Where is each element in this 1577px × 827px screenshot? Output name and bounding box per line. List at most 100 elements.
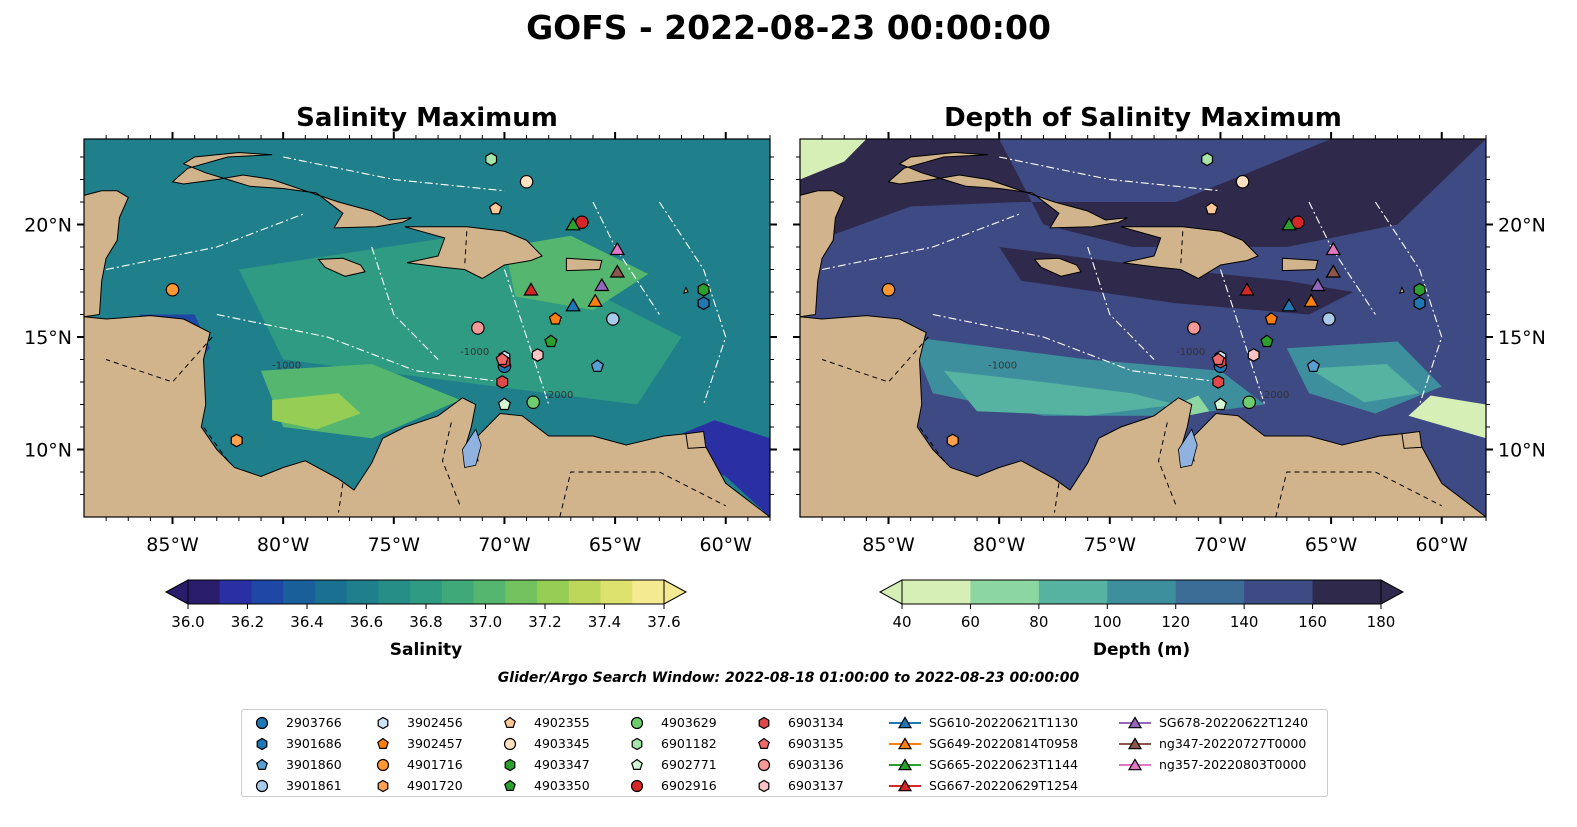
eez-boundary <box>821 212 1022 271</box>
land <box>682 286 689 294</box>
eez-boundary <box>105 212 306 271</box>
legend-label: 4903345 <box>534 736 590 751</box>
observation-marker <box>697 282 710 297</box>
observation-marker <box>606 312 620 326</box>
depth-colorbar: 40 60 80 100 120 140 160 180 <box>878 579 1405 631</box>
colorbar-tick-label: 80 <box>1029 613 1048 631</box>
colorbar-segment <box>537 580 570 604</box>
contour-label: -1000 <box>272 361 301 372</box>
search-window-text: Glider/Argo Search Window: 2022-08-18 01… <box>497 670 1080 686</box>
colorbar-segment <box>410 580 443 604</box>
observation-marker <box>165 282 180 297</box>
lat-tick-label: 10°N <box>1498 440 1546 462</box>
lon-tick-label: 60°W <box>1416 534 1469 556</box>
observation-marker <box>1235 174 1250 189</box>
depth-map-panel: -1000 -2000 -1000 85°W 80°W 75°W 70°W 65°W 60°W 2… <box>793 132 1546 556</box>
lon-tick-label: 70°W <box>1194 534 1247 556</box>
lon-tick-label: 70°W <box>478 534 531 556</box>
observation-marker <box>1325 241 1342 256</box>
colorbar-tick-label: 100 <box>1093 613 1122 631</box>
colorbar-segment <box>902 580 971 604</box>
field-region <box>800 139 1486 247</box>
country-border <box>203 426 229 462</box>
legend-label: 6903137 <box>788 778 844 793</box>
colorbar-tick-label: 60 <box>961 613 980 631</box>
legend-marker-circle-icon <box>376 758 390 772</box>
colorbar-segment <box>970 580 1040 604</box>
lake-maracaibo <box>461 428 482 468</box>
observation-marker <box>1413 282 1426 297</box>
colorbar-tick-label: 180 <box>1367 613 1396 631</box>
colorbar-segment <box>505 580 538 604</box>
lon-tick-label: 85°W <box>146 534 199 556</box>
lon-tick-label: 60°W <box>700 534 753 556</box>
eez-boundary <box>1219 269 1266 405</box>
observation-marker <box>1281 216 1297 231</box>
observation-marker <box>496 375 509 389</box>
legend-label: 6902771 <box>661 757 717 772</box>
colorbar-segment <box>1175 580 1245 604</box>
eez-boundary <box>999 156 1221 192</box>
observation-marker <box>1310 277 1326 292</box>
colorbar-tick-label: 36.6 <box>350 613 383 631</box>
eez-boundary <box>658 201 727 405</box>
colorbar-tick-label: 120 <box>1161 613 1190 631</box>
colorbar-extend-low <box>878 579 903 605</box>
colorbar-segment <box>346 580 379 604</box>
legend-marker-pentagon-icon <box>256 758 268 770</box>
observation-marker <box>548 312 562 325</box>
legend-marker-hexagon-icon <box>758 716 770 730</box>
colorbar-tick-label: 140 <box>1230 613 1259 631</box>
eez-boundary <box>371 246 439 360</box>
observation-marker <box>590 359 605 372</box>
eez-boundary <box>932 313 1221 383</box>
colorbar-segment <box>600 580 633 604</box>
legend-label: 3902457 <box>407 736 463 751</box>
legend-marker-triangle-icon <box>1127 737 1143 750</box>
lon-tick-label: 80°W <box>973 534 1026 556</box>
colorbar-tick-label: 37.0 <box>469 613 502 631</box>
colorbar-segment <box>314 580 348 604</box>
colorbar-extend-high <box>663 579 688 605</box>
legend-label: 4903350 <box>534 778 590 793</box>
colorbar-segment <box>441 580 475 604</box>
legend-label: 4902355 <box>534 715 590 730</box>
observation-marker <box>526 395 541 410</box>
observation-marker <box>1201 152 1214 167</box>
field-region <box>272 393 361 430</box>
land <box>800 139 845 318</box>
land <box>404 226 543 280</box>
observation-marker <box>485 152 498 167</box>
observation-marker <box>1239 282 1255 296</box>
country-border <box>559 471 726 517</box>
country-border <box>464 231 468 268</box>
legend-marker-triangle-icon <box>897 779 913 792</box>
colorbar-tick-label: 36.0 <box>171 613 204 631</box>
right-panel-title: Depth of Salinity Maximum <box>944 103 1342 133</box>
land <box>1401 430 1423 449</box>
legend-label: SG610-20220621T1130 <box>929 715 1079 730</box>
legend-label: 6903135 <box>788 736 844 751</box>
legend-marker-pentagon-icon <box>504 779 516 791</box>
observation-marker <box>544 334 558 348</box>
colorbar-tick-label: 36.2 <box>231 613 264 631</box>
legend: 2903766 3901686 3901860 3901861 3902456 39024… <box>241 709 1328 797</box>
land <box>685 430 707 449</box>
legend-marker-circle-icon <box>255 779 269 793</box>
observation-marker <box>488 201 503 215</box>
contour-label: -2000 <box>1260 390 1289 401</box>
field-region <box>999 247 1354 315</box>
observation-marker <box>1187 321 1201 335</box>
lat-tick-label: 10°N <box>24 440 72 462</box>
colorbar-tick-label: 37.2 <box>528 613 561 631</box>
land <box>1398 286 1405 294</box>
observation-marker <box>1242 395 1257 410</box>
colorbar-segment <box>1038 580 1108 604</box>
colorbar-tick-label: 37.6 <box>647 613 680 631</box>
observation-marker <box>1204 201 1219 215</box>
lon-tick-label: 85°W <box>862 534 915 556</box>
map-frame <box>83 138 771 518</box>
colorbar-segment <box>632 580 665 604</box>
observation-marker <box>609 264 626 278</box>
colorbar-tick-label: 40 <box>892 613 911 631</box>
